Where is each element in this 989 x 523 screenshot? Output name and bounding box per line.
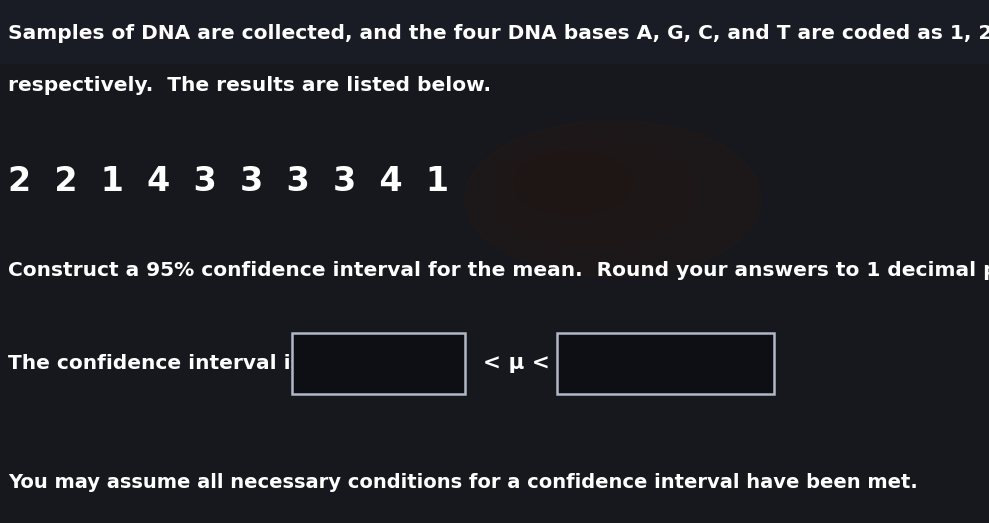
Text: < μ <: < μ < bbox=[483, 354, 550, 373]
Text: 2  2  1  4  3  3  3  3  4  1: 2 2 1 4 3 3 3 3 4 1 bbox=[8, 165, 449, 198]
Text: The confidence interval is:: The confidence interval is: bbox=[8, 354, 311, 373]
Ellipse shape bbox=[514, 152, 633, 214]
Ellipse shape bbox=[494, 141, 692, 246]
FancyBboxPatch shape bbox=[292, 334, 465, 394]
Bar bbox=[0, 0, 989, 63]
Text: You may assume all necessary conditions for a confidence interval have been met.: You may assume all necessary conditions … bbox=[8, 473, 918, 492]
Ellipse shape bbox=[465, 120, 762, 277]
Text: Construct a 95% confidence interval for the mean.  Round your answers to 1 decim: Construct a 95% confidence interval for … bbox=[8, 262, 989, 280]
Text: Samples of DNA are collected, and the four DNA bases A, G, C, and T are coded as: Samples of DNA are collected, and the fo… bbox=[8, 24, 989, 42]
FancyBboxPatch shape bbox=[557, 334, 774, 394]
Text: respectively.  The results are listed below.: respectively. The results are listed bel… bbox=[8, 76, 491, 95]
